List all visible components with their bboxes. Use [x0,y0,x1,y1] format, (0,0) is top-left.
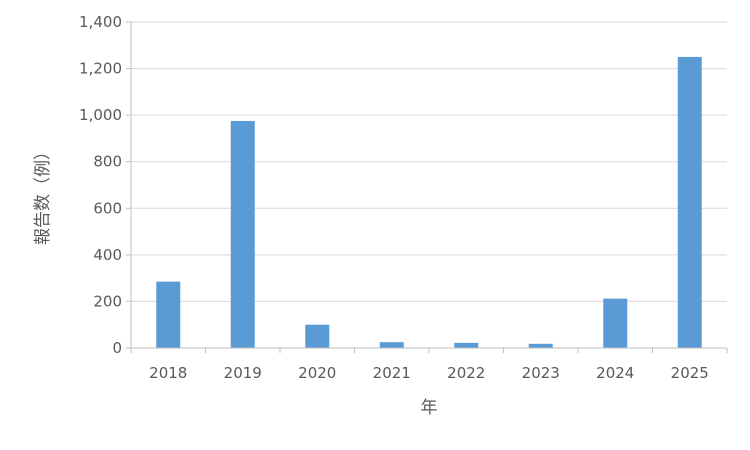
x-tick-label: 2019 [224,364,262,382]
x-tick-labels: 2018 2019 2020 2021 2022 2023 2024 2025 [149,364,709,382]
bar-2019 [230,120,255,348]
gridlines [131,21,727,302]
y-tick-label: 200 [93,292,122,310]
x-tick-label: 2021 [373,364,411,382]
y-tick-label: 1,000 [79,106,122,124]
bar-2024 [603,298,628,348]
x-axis-title: 年 [421,398,438,418]
y-axis-title: 報告数（例） [33,143,53,245]
y-tick-label: 1,200 [79,60,122,78]
x-tick-label: 2024 [596,364,634,382]
y-tick-label: 1,400 [79,13,122,31]
y-tick-label: 0 [112,339,122,357]
y-tick-label: 600 [93,199,122,217]
bar-2025 [677,56,702,349]
bar-2022 [454,342,479,348]
x-tick-label: 2023 [522,364,560,382]
bar-2020 [305,324,330,348]
x-tick-label: 2022 [447,364,485,382]
bar-2018 [156,281,181,348]
x-tick-label: 2018 [149,364,187,382]
axes [126,21,728,353]
bar-2023 [528,343,553,348]
bar-2021 [379,342,404,348]
y-tick-label: 400 [93,246,122,264]
x-tick-label: 2020 [298,364,336,382]
y-tick-label: 800 [93,153,122,171]
x-tick-label: 2025 [671,364,709,382]
bars [156,56,702,349]
y-tick-labels: 0 200 400 600 800 1,000 1,200 1,400 [79,13,122,357]
